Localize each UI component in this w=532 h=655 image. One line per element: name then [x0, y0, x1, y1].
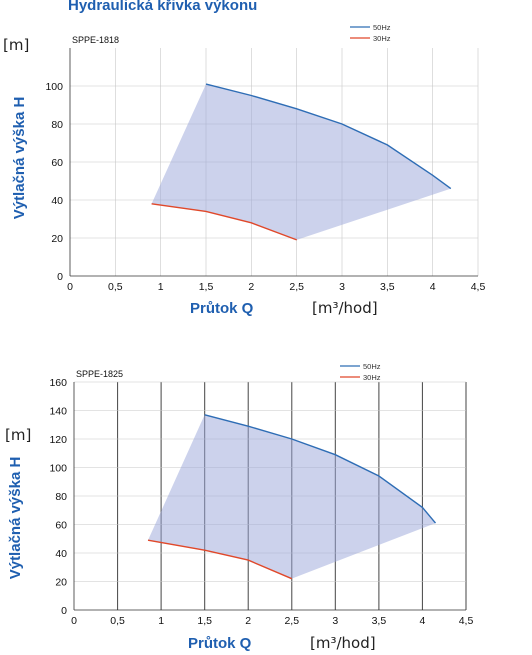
- x-tick-label: 0: [71, 615, 77, 627]
- x-axis-unit: [m³/hod]: [312, 299, 378, 317]
- legend-entry: 50Hz: [363, 362, 381, 371]
- x-tick-label: 3: [339, 281, 345, 293]
- chart-title: SPPE-1818: [72, 35, 119, 45]
- operating-region: [148, 414, 436, 579]
- x-tick-label: 4,5: [459, 615, 474, 627]
- x-tick-label: 2,5: [289, 281, 304, 293]
- page-heading: Hydraulická křivka výkonu: [68, 0, 258, 14]
- x-tick-label: 4: [430, 281, 436, 293]
- y-tick-label: 20: [51, 233, 63, 245]
- y-axis-unit: [m]: [5, 426, 31, 444]
- series-line-30hz: [147, 539, 293, 580]
- x-tick-label: 2,5: [284, 615, 299, 627]
- series-line-30hz: [151, 203, 297, 241]
- x-tick-label: 0,5: [110, 615, 125, 627]
- y-tick-label: 20: [55, 577, 67, 589]
- chart-title: SPPE-1825: [76, 369, 123, 379]
- y-tick-label: 160: [49, 377, 67, 389]
- y-tick-label: 120: [49, 434, 67, 446]
- x-tick-label: 1,5: [199, 281, 214, 293]
- y-tick-label: 100: [49, 463, 67, 475]
- y-axis-label: Výtlačná výška H: [11, 97, 28, 220]
- y-tick-label: 80: [55, 491, 67, 503]
- operating-region: [151, 84, 451, 240]
- x-tick-label: 3: [332, 615, 338, 627]
- series-line-50hz: [205, 83, 452, 190]
- x-axis-label: Průtok Q: [190, 300, 254, 317]
- y-tick-label: 60: [51, 157, 63, 169]
- y-tick-label: 140: [49, 406, 67, 418]
- x-axis-unit: [m³/hod]: [310, 634, 376, 652]
- legend-entry: 30Hz: [363, 373, 381, 382]
- y-tick-label: 60: [55, 520, 67, 532]
- x-tick-label: 2: [248, 281, 254, 293]
- y-tick-label: 0: [57, 271, 63, 283]
- y-tick-label: 40: [51, 195, 63, 207]
- y-axis-unit: [m]: [3, 36, 29, 54]
- chart-sppe-1825: 0 0,5 1 1,5 2 2,5 3 3,5 4 4,5 0 20 40 60 80 100 120 140 16…: [5, 362, 474, 652]
- series-line-50hz: [204, 414, 437, 524]
- y-tick-label: 40: [55, 548, 67, 560]
- x-tick-label: 0: [67, 281, 73, 293]
- y-axis-label: Výtlačná výška H: [7, 457, 24, 580]
- x-tick-label: 3,5: [380, 281, 395, 293]
- x-tick-label: 1,5: [197, 615, 212, 627]
- legend-entry: 30Hz: [373, 34, 391, 43]
- x-tick-label: 0,5: [108, 281, 123, 293]
- y-tick-label: 100: [45, 81, 63, 93]
- chart-sppe-1818: 0 0,5 1 1,5 2 2,5 3 3,5 4 4,5 0 20 40 60 80 100 SPPE-181…: [3, 23, 486, 317]
- x-tick-label: 3,5: [372, 615, 387, 627]
- x-tick-label: 4: [420, 615, 426, 627]
- x-tick-label: 2: [245, 615, 251, 627]
- legend-entry: 50Hz: [373, 23, 391, 32]
- x-tick-label: 1: [158, 281, 164, 293]
- y-tick-label: 0: [61, 605, 67, 617]
- x-tick-label: 4,5: [471, 281, 486, 293]
- x-tick-label: 1: [158, 615, 164, 627]
- x-axis-label: Průtok Q: [188, 635, 252, 652]
- y-tick-label: 80: [51, 119, 63, 131]
